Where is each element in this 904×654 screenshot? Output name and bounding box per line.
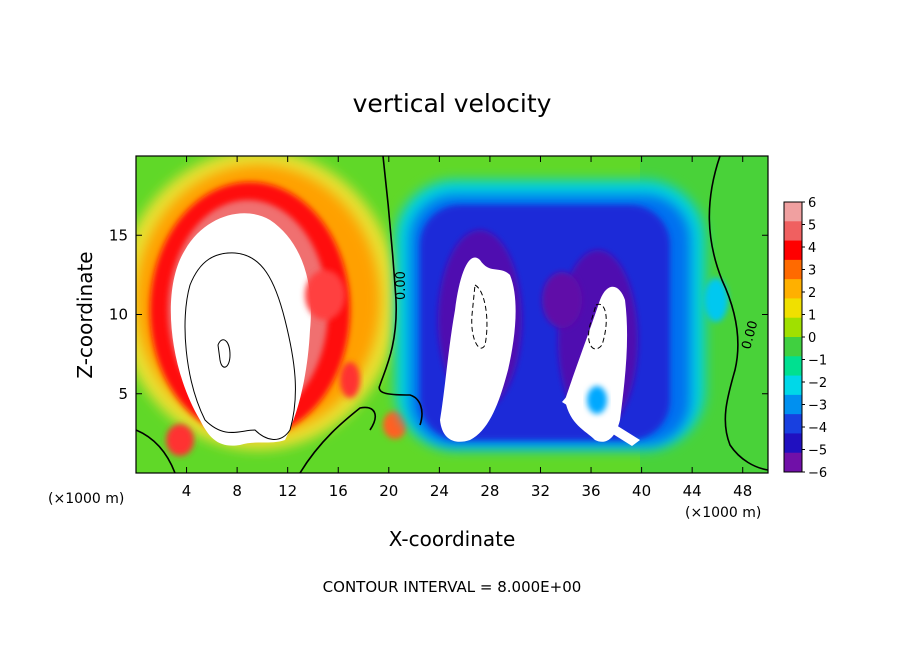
- colorbar-swatch: [784, 298, 802, 319]
- y-axis: 5 10 15: [109, 226, 768, 403]
- colorbar-swatch: [784, 433, 802, 454]
- x-axis-label: X-coordinate: [389, 527, 516, 551]
- colorbar: 6 5 4 3 2 1 0 −1 −2 −3 −4 −5 −6: [783, 196, 827, 481]
- contour-interval-note: CONTOUR INTERVAL = 8.000E+00: [323, 578, 582, 596]
- contour-downdraft-inner-west: [471, 284, 488, 349]
- x-tick-label: 40: [632, 482, 651, 500]
- colorbar-swatch: [784, 356, 802, 377]
- contour-updraft-core: [184, 252, 296, 440]
- downdraft-purple-mid: [542, 272, 582, 328]
- heatmap-field: 0.00 0.00: [136, 156, 768, 473]
- y-tick-label: 15: [109, 226, 128, 244]
- x-tick-label: 16: [329, 482, 348, 500]
- x-axis: 4 8 12 16 20 24 28 32 36 40 44 48: [182, 156, 752, 500]
- contour-lines: [136, 156, 768, 473]
- colorbar-swatch: [784, 221, 802, 242]
- x-tick-label: 24: [430, 482, 449, 500]
- y-tick-label: 5: [118, 385, 128, 403]
- colorbar-tick-label: −3: [808, 399, 827, 414]
- updraft-red-blob-left: [166, 424, 194, 456]
- x-tick-label: 36: [581, 482, 600, 500]
- colorbar-tick-label: 2: [808, 286, 816, 301]
- colorbar-swatch: [784, 452, 802, 473]
- updraft-red-blob-right: [383, 411, 407, 439]
- colorbar-tick-label: −6: [808, 466, 827, 481]
- downdraft-region: [395, 180, 728, 450]
- x-tick-label: 8: [232, 482, 242, 500]
- chart-title: vertical velocity: [353, 89, 552, 118]
- x-tick-label: 48: [733, 482, 752, 500]
- contour-zero-east: [708, 156, 768, 471]
- x-tick-label: 28: [480, 482, 499, 500]
- updraft-core-white: [170, 213, 311, 446]
- updraft-red-blob: [305, 270, 345, 320]
- colorbar-tick-label: 3: [808, 264, 816, 279]
- colorbar-tick-label: −2: [808, 376, 827, 391]
- contour-downdraft-inner-east: [588, 303, 607, 350]
- colorbar-swatch: [784, 279, 802, 299]
- updraft-region: [136, 156, 407, 456]
- colorbar-swatch: [784, 202, 802, 222]
- colorbar-tick-label: 0: [808, 331, 816, 346]
- contour-label-east: 0.00: [739, 319, 761, 351]
- colorbar-swatch: [784, 414, 802, 434]
- x-tick-label: 20: [379, 482, 398, 500]
- colorbar-tick-label: −4: [808, 421, 827, 436]
- x-tick-label: 32: [531, 482, 550, 500]
- downdraft-diagonal-streak: [562, 395, 640, 446]
- colorbar-tick-label: −1: [808, 354, 827, 369]
- colorbar-tick-label: 6: [808, 196, 816, 211]
- y-tick-label: 10: [109, 306, 128, 324]
- y-axis-label: Z-coordinate: [73, 251, 97, 378]
- colorbar-swatch: [784, 375, 802, 396]
- updraft-red-blob-low: [340, 362, 360, 398]
- cyan-blob-lower: [587, 386, 607, 414]
- colorbar-swatch: [784, 259, 802, 280]
- colorbar-swatch: [784, 240, 802, 261]
- contour-label-west: 0.00: [394, 271, 409, 300]
- cyan-blob-east: [704, 278, 728, 322]
- colorbar-tick-label: −5: [808, 444, 827, 459]
- downdraft-core-white-west: [440, 257, 516, 442]
- colorbar-swatch: [784, 337, 802, 357]
- x-unit-right: (×1000 m): [685, 505, 761, 521]
- colorbar-swatch: [784, 394, 802, 415]
- contour-zero-lower: [136, 406, 376, 473]
- x-tick-label: 12: [278, 482, 297, 500]
- x-tick-label: 44: [683, 482, 702, 500]
- x-unit-left: (×1000 m): [48, 491, 124, 507]
- colorbar-tick-label: 1: [808, 309, 816, 324]
- contour-updraft-inner: [217, 339, 231, 368]
- x-tick-label: 4: [182, 482, 192, 500]
- colorbar-tick-label: 4: [808, 241, 816, 256]
- colorbar-swatch: [784, 317, 802, 338]
- colorbar-tick-label: 5: [808, 219, 816, 234]
- contour-zero-west: [378, 156, 423, 426]
